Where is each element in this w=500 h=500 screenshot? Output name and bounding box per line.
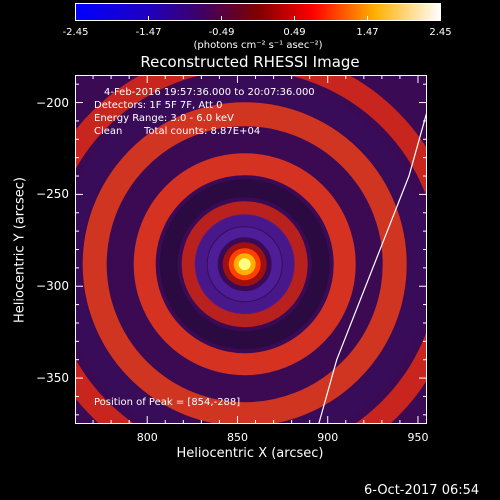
heatmap-ring — [82, 102, 407, 424]
heatmap-ring — [109, 129, 380, 400]
chart-title: Reconstructed RHESSI Image — [140, 53, 360, 71]
heatmap-ring — [207, 227, 282, 302]
colorbar — [75, 3, 441, 21]
y-axis-label: Heliocentric Y (arcsec) — [12, 177, 28, 323]
y-tick-label: −350 — [36, 371, 69, 386]
colorbar-tick-label: -2.45 — [62, 27, 89, 38]
solar-limb-curve — [318, 111, 427, 424]
x-tick-label: 900 — [317, 431, 339, 444]
heatmap-ring — [133, 153, 356, 376]
time-range-annotation: 4-Feb-2016 19:57:36.000 to 20:07:36.000 — [104, 87, 315, 98]
x-axis-label: Heliocentric X (arcsec) — [176, 446, 324, 461]
plot-area — [75, 75, 427, 424]
x-tick-label: 850 — [226, 431, 248, 444]
colorbar-unit-label: (photons cm⁻² s⁻¹ asec⁻²) — [193, 40, 323, 51]
clean-annotation: Clean — [94, 126, 123, 137]
heatmap-ring — [194, 214, 295, 315]
total-counts-annotation: Total counts: 8.87E+04 — [144, 126, 261, 137]
detectors-annotation: Detectors: 1F 5F 7F, Att 0 — [94, 100, 223, 111]
y-tick-label: −200 — [36, 95, 69, 110]
heatmap-ring — [159, 179, 330, 350]
y-tick-label: −250 — [36, 187, 69, 202]
heatmap-ring — [181, 201, 308, 328]
y-tick-label: −300 — [36, 279, 69, 294]
colorbar-tick-label: 1.47 — [356, 27, 379, 38]
colorbar-tick-label: -0.49 — [208, 27, 235, 38]
heatmap-peak-core — [238, 258, 251, 271]
colorbar-tick-label: 0.49 — [283, 27, 306, 38]
colorbar-tick-label: 2.45 — [429, 27, 452, 38]
x-tick-label: 800 — [136, 431, 158, 444]
footer-date: 6-Oct-2017 06:54 — [364, 483, 480, 498]
x-tick-label: 950 — [407, 431, 429, 444]
heatmap-ring — [75, 78, 427, 424]
peak-position-annotation: Position of Peak = [854,-288] — [94, 397, 241, 408]
colorbar-tick-label: -1.47 — [135, 27, 162, 38]
energy-annotation: Energy Range: 3.0 - 6.0 keV — [94, 113, 234, 124]
